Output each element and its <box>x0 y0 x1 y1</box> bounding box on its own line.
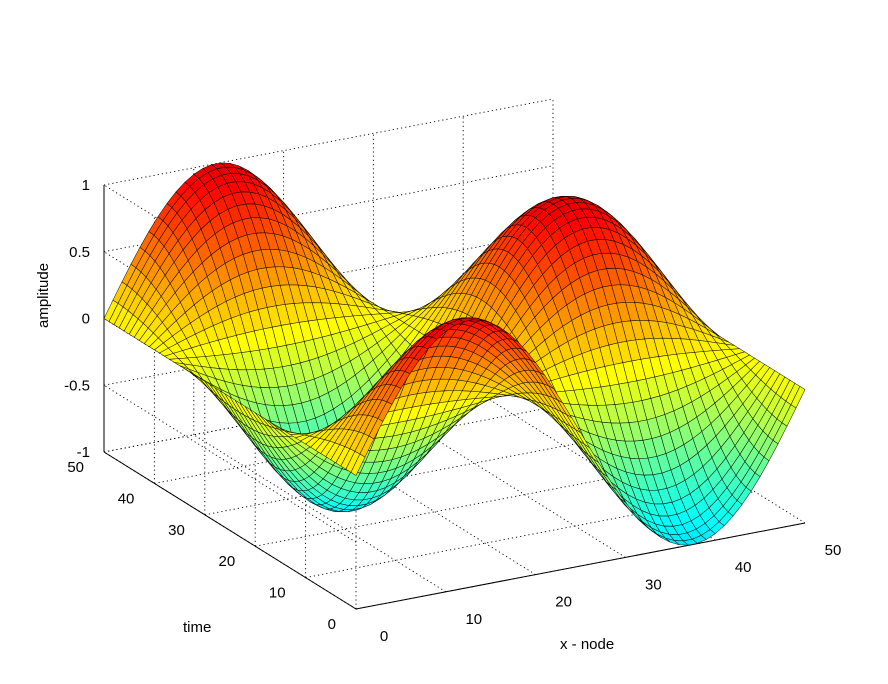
y-axis-line <box>103 451 357 610</box>
y-axis-label: time <box>183 619 211 636</box>
z-tick-label: 0.5 <box>69 244 90 261</box>
y-tick-label: 30 <box>168 522 185 539</box>
z-tick-label: 1 <box>82 177 90 194</box>
x-tick-label: 20 <box>555 594 572 611</box>
y-tick-label: 10 <box>269 585 286 602</box>
surface-patch <box>790 385 806 409</box>
grid-line <box>305 491 755 579</box>
z-tick-label: -0.5 <box>64 377 90 394</box>
x-axis-line <box>355 522 806 610</box>
surface-mesh <box>103 162 806 546</box>
z-tick-label: -1 <box>77 444 90 461</box>
grid-line <box>255 459 705 547</box>
y-tick-label: 20 <box>219 553 236 570</box>
grid-line <box>154 396 604 484</box>
x-tick-label: 50 <box>825 542 842 559</box>
y-tick-label: 40 <box>118 490 135 507</box>
z-axis-label: amplitude <box>35 263 52 328</box>
y-tick-label: 0 <box>328 616 336 633</box>
x-axis-label: x - node <box>560 636 614 653</box>
x-tick-label: 30 <box>645 576 662 593</box>
z-tick-label: 0 <box>82 311 90 328</box>
x-tick-label: 10 <box>465 611 482 628</box>
x-tick-label: 0 <box>380 628 388 645</box>
y-tick-label: 50 <box>67 459 84 476</box>
grid-line <box>103 365 554 453</box>
surface-patch <box>395 371 411 389</box>
grid-line <box>204 428 654 516</box>
grid-line <box>103 98 554 186</box>
grid-line <box>103 298 554 386</box>
x-tick-label: 40 <box>735 559 752 576</box>
